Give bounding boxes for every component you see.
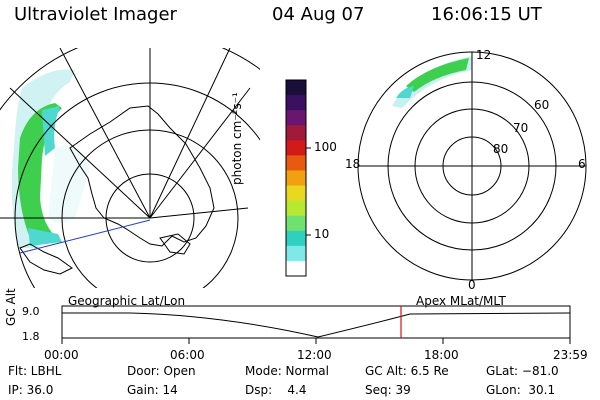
strip-xtick-4: 23:59 xyxy=(553,348,588,362)
footer-seq: Seq: 39 xyxy=(365,383,411,397)
strip-xtick-1: 06:00 xyxy=(170,348,205,362)
footer-filter: Flt: LBHL xyxy=(8,364,62,378)
mlat-label-70: 70 xyxy=(513,121,529,135)
strip-ytick-low: 1.8 xyxy=(22,330,40,343)
footer-glon: GLon: 30.1 xyxy=(486,383,556,397)
apex-aurora-emission xyxy=(392,56,472,108)
color-scale-band xyxy=(286,200,306,217)
color-scale-band xyxy=(286,95,306,111)
strip-ytick-high: 9.0 xyxy=(22,305,40,318)
color-scale-band xyxy=(286,245,306,262)
color-scale-band xyxy=(286,170,306,187)
apex-mlt-axes xyxy=(358,52,586,280)
time-label: 16:06:15 UT xyxy=(431,4,542,25)
geo-coastline-south xyxy=(19,243,73,275)
geographic-image-panel xyxy=(0,48,260,288)
strip-xtick-3: 18:00 xyxy=(424,348,459,362)
footer-ip: IP: 36.0 xyxy=(8,383,54,397)
footer-gc-alt: GC Alt: 6.5 Re xyxy=(365,364,449,378)
mlt-label-18: 18 xyxy=(345,157,361,171)
color-scale-band xyxy=(286,110,306,126)
footer-mode: Mode: Normal xyxy=(245,364,329,378)
footer-gain: Gain: 14 xyxy=(127,383,178,397)
geo-coastline-island xyxy=(159,233,191,255)
color-scale-band xyxy=(286,215,306,232)
strip-right-title: Apex MLat/MLT xyxy=(416,294,506,308)
footer-dsp: Dsp: 4.4 xyxy=(245,383,307,397)
color-scale-bar xyxy=(285,79,311,277)
mlat-label-60: 60 xyxy=(534,98,550,112)
strip-xtick-2: 12:00 xyxy=(297,348,332,362)
instrument-title: Ultraviolet Imager xyxy=(14,4,177,25)
mlat-label-80: 80 xyxy=(493,142,509,156)
geo-aurora-emission xyxy=(11,69,90,248)
mlt-label-6: 6 xyxy=(578,157,586,171)
color-scale-band xyxy=(286,185,306,202)
strip-xtick-0: 00:00 xyxy=(44,348,79,362)
altitude-curve xyxy=(62,312,571,338)
footer-glat: GLat: −81.0 xyxy=(486,364,559,378)
color-scale-band xyxy=(286,155,306,171)
strip-left-title: Geographic Lat/Lon xyxy=(68,294,186,308)
apex-mlat-mlt-panel xyxy=(357,51,587,281)
color-scale-band xyxy=(286,80,306,96)
geo-meridians xyxy=(0,48,251,219)
color-scale-band xyxy=(286,230,306,247)
color-scale-band xyxy=(286,125,306,141)
color-scale-band xyxy=(286,140,306,156)
colorbar-unit-label: photon cm⁻²s⁻¹ xyxy=(230,92,244,185)
altitude-strip-chart xyxy=(61,305,571,344)
mlt-label-0: 0 xyxy=(468,278,476,292)
date-label: 04 Aug 07 xyxy=(272,4,365,25)
footer-door: Door: Open xyxy=(127,364,196,378)
colorbar-tick-100: 100 xyxy=(314,140,337,154)
satellite-track xyxy=(19,219,151,254)
color-scale-gradient xyxy=(286,80,306,277)
color-scale-band xyxy=(286,260,306,277)
geo-coastline xyxy=(69,105,215,247)
mlt-label-12: 12 xyxy=(476,48,492,62)
colorbar-tick-10: 10 xyxy=(314,227,330,241)
